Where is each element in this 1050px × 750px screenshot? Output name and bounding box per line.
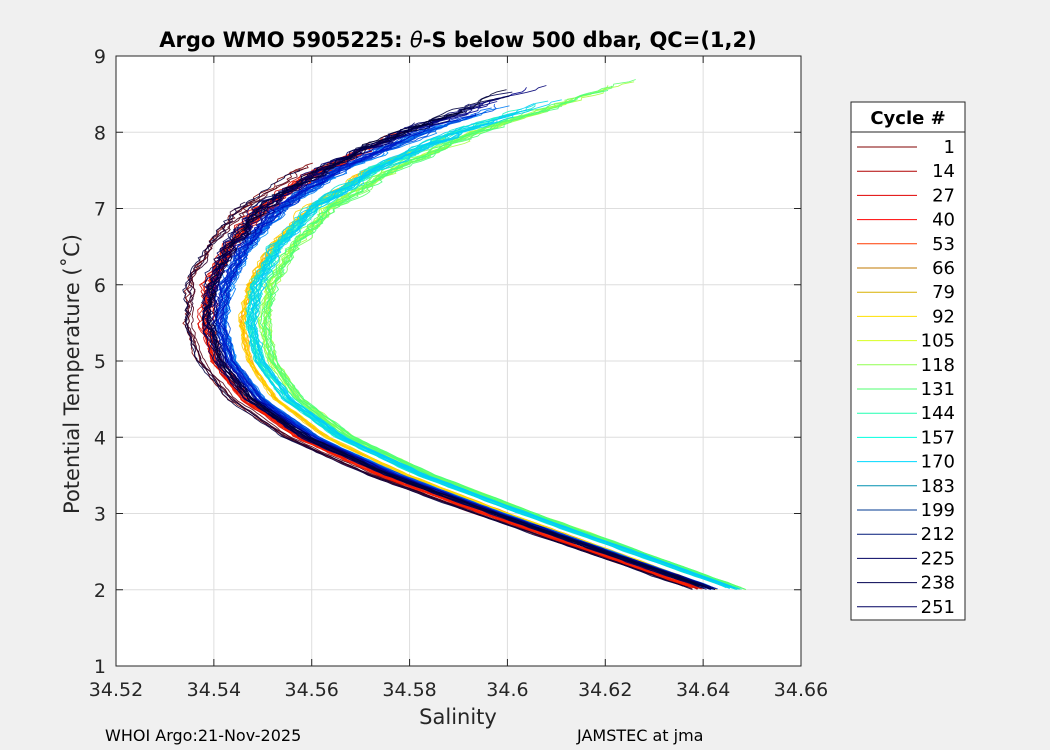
profile-line bbox=[202, 89, 700, 587]
legend-item: 212 bbox=[857, 524, 955, 545]
legend-label: 183 bbox=[921, 476, 955, 497]
legend-label: 118 bbox=[921, 355, 955, 376]
legend-label: 199 bbox=[921, 500, 955, 521]
profile-line bbox=[201, 91, 705, 589]
legend-label: 238 bbox=[921, 573, 955, 594]
y-axis-label: Potential Temperature (˚C) bbox=[60, 234, 84, 514]
x-axis-label: Salinity bbox=[419, 705, 497, 729]
y-tick-label: 9 bbox=[94, 46, 106, 68]
y-axis-ticks: 1 2 3 4 5 6 7 8 9 bbox=[94, 46, 801, 678]
legend-item: 40 bbox=[857, 210, 955, 231]
chart-title: Argo WMO 5905225: θ-S below 500 dbar, QC… bbox=[159, 28, 756, 52]
legend-item: 105 bbox=[857, 331, 955, 352]
x-tick-label: 34.6 bbox=[486, 679, 528, 701]
plot-area bbox=[182, 79, 747, 591]
y-tick-label: 1 bbox=[94, 656, 106, 678]
profile-group-cycle-144 bbox=[244, 99, 742, 591]
legend-item: 144 bbox=[857, 403, 955, 424]
legend-label: 144 bbox=[921, 403, 955, 424]
legend-label: 1 bbox=[944, 137, 955, 158]
legend-box bbox=[850, 101, 966, 621]
y-tick-label: 5 bbox=[94, 351, 106, 373]
legend-item: 251 bbox=[857, 597, 955, 618]
legend-label: 212 bbox=[921, 524, 955, 545]
legend-items: 1 14 27 40 53 66 79 92 105 118 131 144 157 170 183 199 2… bbox=[857, 137, 955, 618]
legend-item: 225 bbox=[857, 548, 955, 569]
legend-label: 251 bbox=[921, 597, 955, 618]
profile-line bbox=[247, 102, 730, 589]
legend-item: 118 bbox=[857, 355, 955, 376]
y-tick-label: 2 bbox=[94, 580, 106, 602]
footer-left-text: WHOI Argo:21-Nov-2025 bbox=[105, 726, 301, 745]
x-axis-ticks: 34.52 34.54 34.56 34.58 34.6 34.62 34.64 34.66 bbox=[89, 56, 828, 701]
legend-label: 225 bbox=[921, 548, 955, 569]
y-tick-label: 4 bbox=[94, 427, 106, 449]
legend-item: 1 bbox=[857, 137, 955, 158]
legend-label: 14 bbox=[932, 161, 955, 182]
profile-line bbox=[250, 130, 736, 589]
legend-item: 170 bbox=[857, 452, 955, 473]
x-tick-label: 34.62 bbox=[578, 679, 632, 701]
legend-label: 92 bbox=[932, 306, 955, 327]
y-tick-label: 8 bbox=[94, 122, 106, 144]
x-tick-label: 34.58 bbox=[382, 679, 436, 701]
x-tick-label: 34.54 bbox=[187, 679, 241, 701]
legend-label: 105 bbox=[921, 331, 955, 352]
profile-line bbox=[184, 201, 686, 587]
legend-label: 53 bbox=[932, 234, 955, 255]
legend-label: 27 bbox=[932, 185, 955, 206]
legend-item: 53 bbox=[857, 234, 955, 255]
footer-right-text: JAMSTEC at jma bbox=[576, 726, 703, 745]
legend-item: 92 bbox=[857, 306, 955, 327]
x-tick-label: 34.64 bbox=[676, 679, 730, 701]
profile-line bbox=[254, 116, 732, 587]
legend-label: 66 bbox=[932, 258, 955, 279]
legend-item: 79 bbox=[857, 282, 955, 303]
legend-item: 238 bbox=[857, 573, 955, 594]
y-tick-label: 6 bbox=[94, 275, 106, 297]
legend-label: 170 bbox=[921, 452, 955, 473]
x-tick-label: 34.66 bbox=[774, 679, 828, 701]
legend-label: 131 bbox=[921, 379, 955, 400]
profile-line bbox=[253, 99, 740, 590]
profile-line bbox=[263, 111, 739, 589]
legend-label: 157 bbox=[921, 427, 955, 448]
legend-item: 131 bbox=[857, 379, 955, 400]
x-tick-label: 34.52 bbox=[89, 679, 143, 701]
legend-item: 157 bbox=[857, 427, 955, 448]
legend-item: 27 bbox=[857, 185, 955, 206]
profile-line bbox=[184, 197, 689, 588]
legend-title: Cycle # bbox=[870, 108, 945, 129]
profile-line bbox=[182, 168, 693, 591]
legend-item: 199 bbox=[857, 500, 955, 521]
legend-item: 14 bbox=[857, 161, 955, 182]
legend-item: 183 bbox=[857, 476, 955, 497]
profile-line bbox=[220, 147, 710, 588]
legend: Cycle # 1 14 27 40 53 66 79 92 105 118 131 144 157 17… bbox=[850, 101, 966, 621]
y-tick-label: 7 bbox=[94, 199, 106, 221]
profile-line bbox=[249, 124, 738, 591]
legend-label: 40 bbox=[932, 210, 955, 231]
x-tick-label: 34.56 bbox=[285, 679, 339, 701]
legend-label: 79 bbox=[932, 282, 955, 303]
legend-item: 66 bbox=[857, 258, 955, 279]
profile-group-cycle-225 bbox=[201, 85, 717, 591]
profile-line bbox=[225, 131, 719, 590]
profile-line bbox=[265, 89, 745, 590]
y-tick-label: 3 bbox=[94, 504, 106, 526]
